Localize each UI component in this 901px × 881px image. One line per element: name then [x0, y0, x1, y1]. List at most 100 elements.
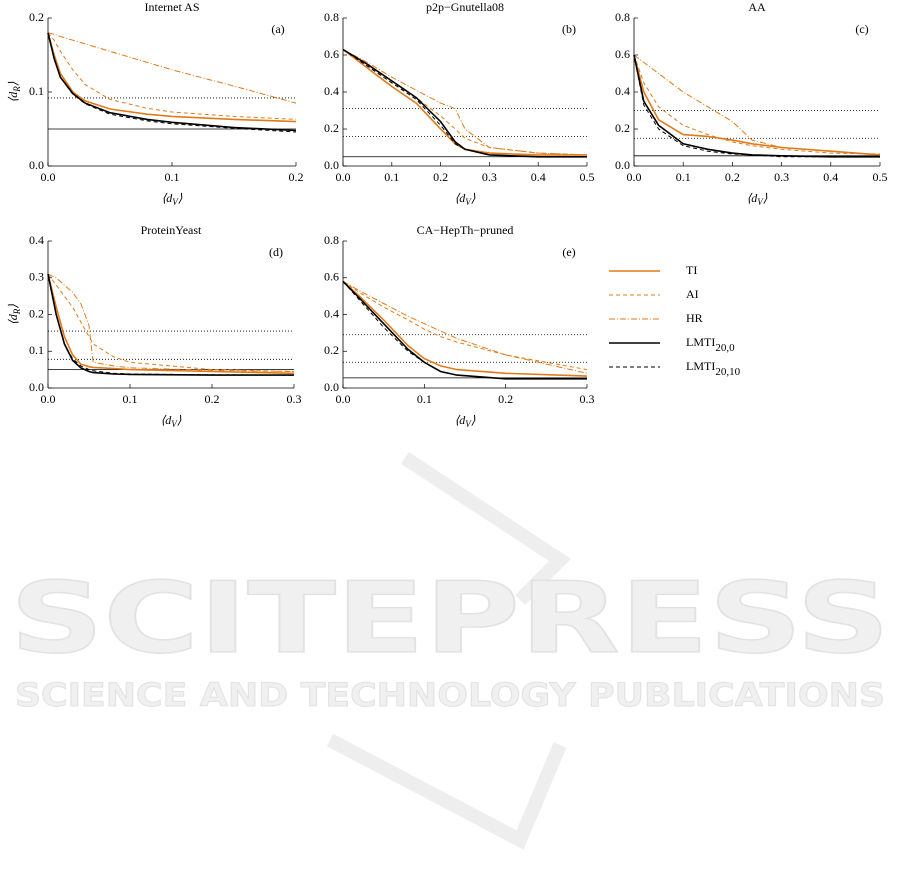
y-tick-label: 0.0	[324, 158, 339, 172]
x-tick-label: 0.3	[287, 392, 302, 406]
x-tick-label: 0.1	[676, 170, 691, 184]
chart-title: AA	[748, 0, 766, 14]
xlabel-label-part: ⟩	[177, 413, 182, 427]
x-tick-label: 0.5	[580, 170, 595, 184]
x-tick-label: 0.3	[482, 170, 497, 184]
xlabel-label-part: ⟩	[763, 191, 768, 205]
x-tick-label: 0.2	[205, 392, 220, 406]
xlabel-label-part: ⟨d	[455, 413, 467, 427]
legend-label: LMTI20,0	[686, 335, 735, 354]
x-tick-label: 0.0	[41, 170, 56, 184]
series-line	[47, 32, 297, 123]
x-tick-label: 0.2	[289, 170, 304, 184]
y-tick-label: 0.0	[615, 158, 630, 172]
series-line	[342, 281, 587, 380]
x-tick-label: 0.3	[580, 392, 595, 406]
chart-title: CA−HepTh−pruned	[417, 223, 514, 237]
watermark-subtitle: SCIENCE AND TECHNOLOGY PUBLICATIONS	[15, 676, 885, 714]
panel-label: (a)	[271, 22, 284, 36]
y-tick-label: 0.2	[615, 121, 630, 135]
series-line	[342, 49, 588, 156]
y-tick-label: 0.0	[29, 380, 44, 394]
series-line	[342, 280, 587, 380]
series-line	[342, 280, 588, 377]
panel-label: (b)	[562, 22, 576, 36]
chart-title: ProteinYeast	[141, 223, 202, 237]
x-tick-label: 0.4	[531, 170, 546, 184]
x-tick-label: 0.1	[165, 170, 180, 184]
ylabel-label: ⟨dR⟩	[6, 81, 22, 102]
legend-name: AI	[686, 287, 699, 301]
panel-label: (c)	[855, 22, 868, 36]
y-tick-label: 0.6	[324, 270, 339, 284]
ylabel-label-part: ⟨d	[6, 91, 20, 103]
xlabel-label-part: V	[171, 419, 178, 429]
series-line	[47, 32, 297, 120]
legend-name-sub: 20,10	[715, 366, 740, 378]
y-tick-label: 0.6	[324, 47, 339, 61]
legend-name: HR	[686, 311, 703, 325]
y-tick-label: 0.0	[29, 158, 44, 172]
series-line	[342, 280, 588, 371]
chart-title: p2p−Gnutella08	[426, 0, 504, 14]
y-tick-label: 0.6	[615, 47, 630, 61]
x-tick-label: 0.3	[774, 170, 789, 184]
chart-title: Internet AS	[145, 0, 200, 14]
ylabel-label-part: ⟩	[6, 304, 20, 309]
series-line	[342, 280, 588, 374]
series-line	[633, 54, 880, 158]
y-tick-label: 0.8	[615, 10, 630, 24]
xlabel-label: ⟨dV⟩	[455, 191, 476, 207]
legend-name: TI	[686, 263, 697, 277]
series-line	[633, 54, 881, 156]
x-tick-label: 0.1	[417, 392, 432, 406]
xlabel-label: ⟨dV⟩	[162, 191, 183, 207]
ylabel-label-part: ⟩	[6, 81, 20, 86]
x-tick-label: 0.1	[123, 392, 138, 406]
x-tick-label: 0.4	[823, 170, 838, 184]
legend-label: HR	[686, 311, 703, 325]
y-tick-label: 0.4	[29, 233, 44, 247]
x-tick-label: 0.2	[433, 170, 448, 184]
y-tick-label: 0.8	[324, 10, 339, 24]
series-line	[47, 32, 297, 104]
xlabel-label-part: V	[757, 197, 764, 207]
panel-label: (d)	[269, 245, 283, 259]
xlabel-label-part: ⟨d	[747, 191, 759, 205]
xlabel-label: ⟨dV⟩	[747, 191, 768, 207]
xlabel-label-part: V	[465, 419, 472, 429]
series-line	[342, 48, 587, 156]
y-tick-label: 0.2	[29, 10, 44, 24]
ylabel-label-part: R	[12, 86, 22, 93]
panel-label: (e)	[562, 245, 575, 259]
xlabel-label-part: V	[465, 197, 472, 207]
x-tick-label: 0.2	[498, 392, 513, 406]
y-tick-label: 0.2	[324, 121, 339, 135]
legend-label: TI	[686, 263, 697, 277]
series-line	[47, 273, 295, 372]
series-line	[47, 32, 297, 133]
x-tick-label: 0.5	[873, 170, 888, 184]
watermark: SCITEPRESS SCIENCE AND TECHNOLOGY PUBLIC…	[9, 452, 891, 850]
series-line	[342, 49, 588, 156]
x-tick-label: 0.0	[41, 392, 56, 406]
series-line	[47, 273, 295, 372]
y-tick-label: 0.4	[324, 84, 339, 98]
series-line	[47, 274, 295, 376]
y-tick-label: 0.3	[29, 270, 44, 284]
x-tick-label: 0.0	[336, 170, 351, 184]
y-tick-label: 0.8	[324, 233, 339, 247]
x-tick-label: 0.2	[725, 170, 740, 184]
y-tick-label: 0.4	[615, 84, 630, 98]
y-tick-label: 0.1	[29, 84, 44, 98]
watermark-title: SCITEPRESS	[10, 562, 890, 676]
xlabel-label-part: ⟨d	[162, 191, 174, 205]
watermark-shape	[326, 452, 572, 850]
series-line	[342, 48, 587, 158]
y-tick-label: 0.4	[324, 306, 339, 320]
ylabel-label: ⟨dR⟩	[6, 304, 22, 325]
xlabel-label-part: V	[172, 197, 179, 207]
series-line	[633, 54, 881, 155]
xlabel-label: ⟨dV⟩	[455, 413, 476, 429]
